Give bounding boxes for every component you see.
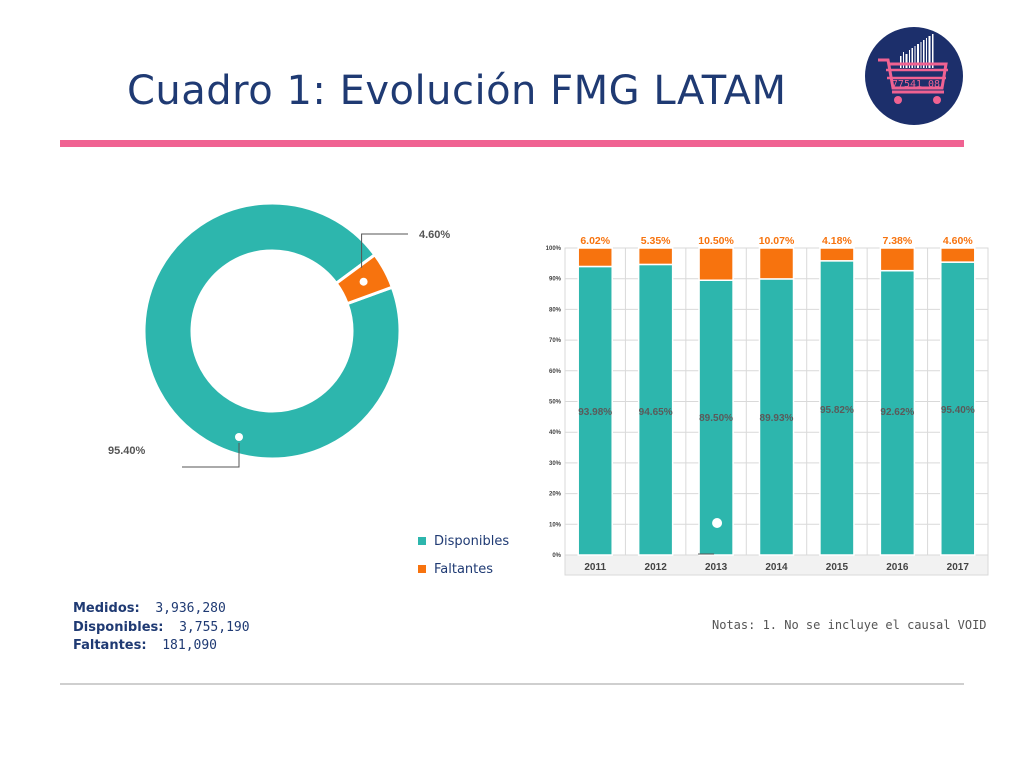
- y-tick-label: 90%: [549, 277, 562, 283]
- data-label-disponibles: 95.82%: [820, 405, 854, 416]
- y-tick-label: 70%: [549, 338, 562, 344]
- bar-disponibles-2013: [698, 279, 734, 556]
- x-tick-label: 2015: [826, 562, 849, 573]
- y-tick-label: 0%: [552, 553, 561, 559]
- y-tick-label: 40%: [549, 430, 562, 436]
- y-tick-label: 20%: [549, 492, 562, 498]
- stat-value: 3,936,280: [155, 601, 226, 616]
- y-tick-label: 80%: [549, 307, 562, 313]
- bar-disponibles-2014: [758, 278, 795, 556]
- bar-disponibles-2011: [577, 265, 613, 556]
- data-label-disponibles: 93.98%: [578, 407, 612, 418]
- x-tick-label: 2012: [645, 562, 668, 573]
- donut-label-disponibles: 95.40%: [108, 445, 146, 457]
- legend-swatch: [418, 565, 426, 573]
- bar-faltantes-2015: [819, 247, 855, 262]
- legend-swatch: [418, 537, 426, 545]
- y-tick-label: 10%: [549, 522, 562, 528]
- donut-slice-disponibles: [142, 201, 402, 461]
- y-tick-label: 60%: [549, 369, 562, 375]
- donut-chart: 4.60% 95.40%: [108, 201, 450, 468]
- bar-disponibles-2016: [879, 269, 916, 556]
- data-label-disponibles: 95.40%: [941, 405, 975, 416]
- stat-disponibles: Disponibles: 3,755,190: [73, 620, 250, 639]
- data-label-disponibles: 89.93%: [760, 413, 794, 424]
- stats-summary: Medidos: 3,936,280 Disponibles: 3,755,19…: [73, 601, 250, 657]
- callout-dot: [712, 518, 723, 528]
- callout-line: [182, 443, 240, 468]
- stat-value: 181,090: [162, 638, 218, 653]
- callout-dot: [235, 433, 243, 441]
- logo-text: 77541 08: [892, 79, 940, 90]
- callout-line: [361, 233, 408, 268]
- accent-divider: [60, 140, 964, 147]
- x-tick-label: 2013: [705, 562, 728, 573]
- x-tick-label: 2016: [886, 562, 909, 573]
- data-label-faltantes: 4.60%: [943, 235, 973, 247]
- data-label-disponibles: 94.65%: [639, 407, 673, 418]
- notes: Notas: 1. No se incluye el causal VOID: [712, 618, 987, 632]
- legend-item-faltantes: Faltantes: [418, 555, 509, 583]
- data-label-faltantes: 10.07%: [759, 235, 795, 247]
- bar-faltantes-2014: [758, 247, 795, 280]
- bar-disponibles-2017: [940, 261, 976, 556]
- data-label-faltantes: 10.50%: [698, 235, 734, 247]
- data-label-faltantes: 4.18%: [822, 235, 852, 247]
- bar-faltantes-2013: [698, 247, 734, 281]
- data-label-faltantes: 5.35%: [641, 235, 671, 247]
- legend-label: Disponibles: [434, 533, 510, 549]
- x-tick-label: 2014: [765, 562, 788, 573]
- bar-faltantes-2016: [879, 247, 916, 272]
- y-tick-label: 100%: [546, 246, 562, 252]
- data-label-disponibles: 92.62%: [880, 407, 914, 418]
- stat-medidos: Medidos: 3,936,280: [73, 601, 250, 620]
- bar-faltantes-2011: [577, 247, 613, 268]
- stat-faltantes: Faltantes: 181,090: [73, 638, 250, 657]
- bar-disponibles-2015: [819, 260, 855, 556]
- legend-item-disponibles: Disponibles: [418, 527, 509, 555]
- callout-dot: [359, 277, 368, 286]
- stat-label: Medidos:: [73, 601, 140, 616]
- bar-faltantes-2017: [940, 247, 976, 263]
- donut-label-faltantes: 4.60%: [419, 229, 450, 241]
- stat-value: 3,755,190: [179, 619, 250, 635]
- stat-label: Disponibles:: [73, 619, 164, 635]
- x-tick-label: 2017: [947, 562, 970, 573]
- data-label-disponibles: 89.50%: [699, 413, 733, 424]
- page-title: Cuadro 1: Evolución FMG LATAM: [127, 68, 787, 114]
- y-tick-label: 50%: [549, 400, 562, 406]
- bottom-divider: [60, 683, 964, 685]
- legend: Disponibles Faltantes: [418, 527, 509, 583]
- stat-label: Faltantes:: [73, 638, 147, 653]
- cart-barcode-logo: 77541 08: [865, 27, 963, 125]
- stacked-bar-chart: 0% 10% 20% 30% 40% 50% 60% 70% 80% 90% 100% 6.02% 93…: [546, 235, 989, 576]
- y-tick-label: 30%: [549, 461, 562, 467]
- bar-faltantes-2012: [637, 247, 674, 266]
- bar-disponibles-2012: [637, 263, 674, 556]
- x-tick-label: 2011: [584, 562, 606, 573]
- data-label-faltantes: 6.02%: [580, 235, 610, 247]
- legend-label: Faltantes: [434, 561, 494, 577]
- data-label-faltantes: 7.38%: [882, 235, 912, 247]
